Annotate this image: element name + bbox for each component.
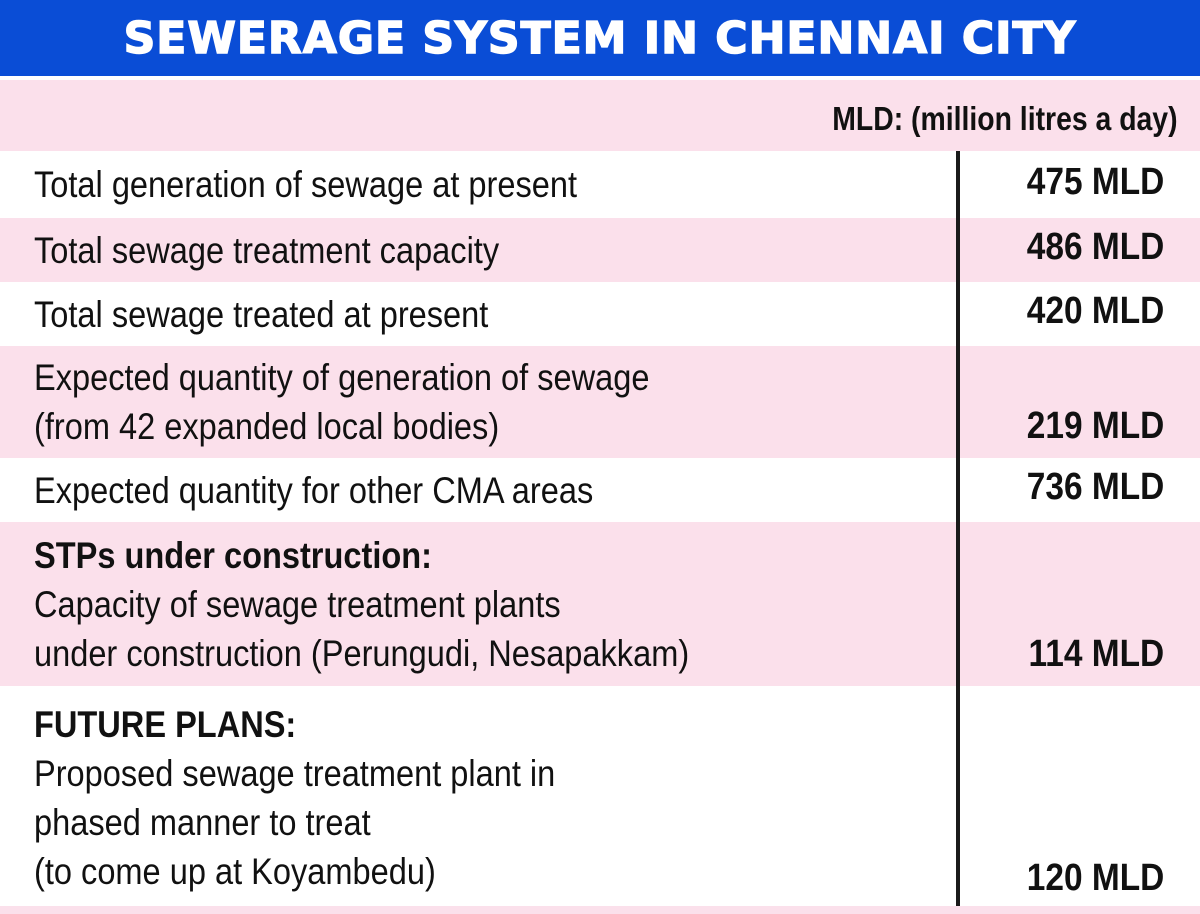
row-value: 114 MLD — [1028, 633, 1164, 675]
row-value: 475 MLD — [1026, 160, 1164, 203]
table-row: FUTURE PLANS: Proposed sewage treatment p… — [0, 686, 1200, 910]
row-label-line: Total sewage treated at present — [34, 293, 489, 335]
row-label-line: Expected quantity of generation of sewag… — [34, 357, 650, 398]
row-label: Total generation of sewage at present — [34, 151, 940, 218]
unit-note: MLD: (million litres a day) — [832, 100, 1178, 137]
row-label-line: (to come up at Koyambedu) — [34, 851, 436, 892]
row-label: STPs under construction: Capacity of sewa… — [34, 522, 940, 686]
row-label-line: Expected quantity for other CMA areas — [34, 469, 594, 511]
table-row: Expected quantity of generation of sewag… — [0, 346, 1200, 458]
row-value: 120 MLD — [1026, 857, 1164, 899]
row-value: 486 MLD — [1026, 226, 1164, 268]
table-row: STPs under construction: Capacity of sewa… — [0, 522, 1200, 686]
row-label-line: Capacity of sewage treatment plants — [34, 583, 561, 625]
section-heading: STPs under construction: — [34, 534, 432, 576]
row-label-line: Proposed sewage treatment plant in — [34, 753, 556, 794]
table-row: Total sewage treatment capacity 486 MLD — [0, 218, 1200, 282]
row-label-line: under construction (Perungudi, Nesapakka… — [34, 632, 690, 674]
title-banner: SEWERAGE SYSTEM IN CHENNAI CITY — [0, 0, 1200, 76]
unit-band: MLD: (million litres a day) — [0, 80, 1200, 151]
section-heading: FUTURE PLANS: — [34, 704, 297, 745]
row-label: FUTURE PLANS: Proposed sewage treatment p… — [34, 686, 940, 910]
row-label: Total sewage treated at present — [34, 282, 940, 346]
row-label: Total sewage treatment capacity — [34, 218, 940, 282]
row-value: 219 MLD — [1026, 405, 1164, 447]
row-value: 736 MLD — [1026, 466, 1164, 508]
row-label: Expected quantity of generation of sewag… — [34, 346, 940, 458]
row-label-line: Total generation of sewage at present — [34, 164, 578, 205]
row-label-line: (from 42 expanded local bodies) — [34, 406, 500, 447]
table-row: Expected quantity for other CMA areas 736… — [0, 458, 1200, 522]
row-label-line: phased manner to treat — [34, 802, 371, 843]
row-label-line: Total sewage treatment capacity — [34, 229, 500, 271]
column-divider — [956, 151, 960, 910]
table-row: Total generation of sewage at present 475… — [0, 151, 1200, 218]
data-table: Total generation of sewage at present 475… — [0, 151, 1200, 910]
bottom-band — [0, 906, 1200, 914]
table-row: Total sewage treated at present 420 MLD — [0, 282, 1200, 346]
row-value: 420 MLD — [1026, 290, 1164, 332]
chart-title: SEWERAGE SYSTEM IN CHENNAI CITY — [123, 12, 1077, 65]
row-label: Expected quantity for other CMA areas — [34, 458, 940, 522]
